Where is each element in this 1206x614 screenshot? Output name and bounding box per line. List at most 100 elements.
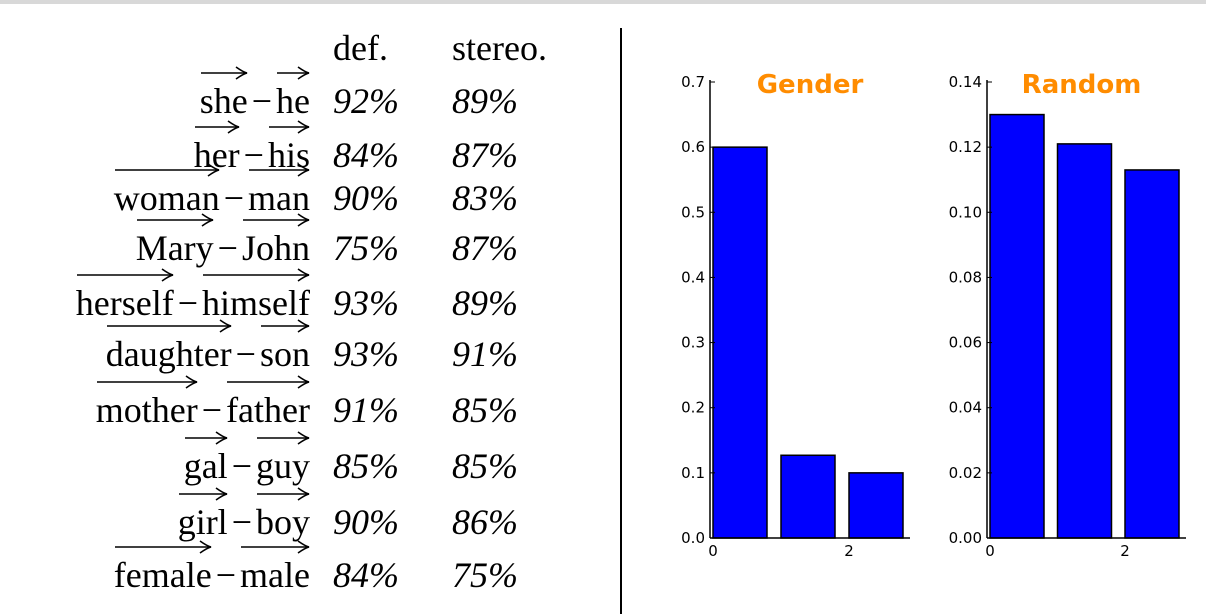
vector-word-a: girl xyxy=(177,487,228,542)
vector-word-a-text: gal xyxy=(183,446,228,486)
y-tick-label: 0.7 xyxy=(681,73,705,91)
vector-arrow-icon xyxy=(249,163,310,177)
vector-word-b: his xyxy=(267,120,310,175)
chart-title: Random xyxy=(1022,70,1142,100)
y-tick-label: 0.00 xyxy=(949,529,982,547)
vector-word-a-text: mother xyxy=(95,390,198,430)
vector-arrow-icon xyxy=(194,120,239,134)
stereo-value: 91% xyxy=(452,334,518,374)
vector-arrow-icon xyxy=(242,213,310,227)
vector-word-b: son xyxy=(259,319,310,374)
minus-sign: − xyxy=(231,502,252,542)
minus-sign: − xyxy=(243,135,264,175)
vector-word-a: daughter xyxy=(105,319,232,374)
minus-sign: − xyxy=(201,390,223,430)
def-value: 90% xyxy=(333,178,399,218)
vector-arrow-icon xyxy=(257,487,310,501)
stereo-value: 89% xyxy=(452,283,518,323)
header-stereo: stereo. xyxy=(452,28,547,68)
vector-word-b-text: boy xyxy=(256,502,310,542)
bar xyxy=(848,472,904,539)
vector-arrow-icon xyxy=(178,487,227,501)
vector-arrow-icon xyxy=(76,268,173,282)
x-tick-label: 2 xyxy=(1120,542,1130,560)
vector-word-a-text: her xyxy=(193,135,240,175)
def-value: 84% xyxy=(333,555,399,595)
table-row: Mary − John xyxy=(135,213,310,268)
vector-word-b: father xyxy=(226,375,310,430)
y-tick-label: 0.4 xyxy=(681,268,705,286)
vector-word-a-text: woman xyxy=(113,178,220,218)
vector-word-a: gal xyxy=(183,431,228,486)
minus-sign: − xyxy=(251,81,273,121)
table-row: girl − boy xyxy=(177,487,310,542)
vector-word-a: mother xyxy=(95,375,198,430)
def-value: 85% xyxy=(333,446,399,486)
x-tick-label: 0 xyxy=(708,542,718,560)
vector-arrow-icon xyxy=(96,375,197,389)
vertical-divider xyxy=(620,28,622,614)
chart-gender: 0.0 0.1 0.2 0.3 0.4 0.5 0.6 0.7 0 2 Gender xyxy=(681,70,910,560)
y-tick-label: 0.3 xyxy=(681,334,705,352)
vector-word-a-text: daughter xyxy=(105,334,232,374)
vector-arrow-icon xyxy=(257,431,310,445)
minus-sign: − xyxy=(223,178,245,218)
y-tick-label: 0.14 xyxy=(949,73,982,91)
x-tick-label: 0 xyxy=(985,542,995,560)
def-value: 84% xyxy=(333,135,399,175)
vector-word-a: female xyxy=(114,540,212,595)
stereo-value: 89% xyxy=(452,81,518,121)
vector-word-b-text: male xyxy=(240,555,310,595)
bar xyxy=(780,454,836,539)
table-row: woman − man xyxy=(113,163,310,218)
bar xyxy=(712,146,768,539)
vector-word-b: boy xyxy=(256,487,310,542)
vector-word-b-text: son xyxy=(259,334,310,374)
vector-word-a: Mary xyxy=(135,213,214,268)
y-tick-label: 0.0 xyxy=(681,529,705,547)
table-row: daughter − son xyxy=(105,319,310,374)
minus-sign: − xyxy=(215,555,237,595)
chart-title: Gender xyxy=(757,70,864,100)
table-row: herself − himself xyxy=(76,268,310,323)
vector-arrow-icon xyxy=(114,540,212,554)
vector-word-b: John xyxy=(242,213,310,268)
table-row: her − his xyxy=(193,120,310,175)
vector-word-b-text: father xyxy=(226,390,310,430)
vector-word-b: male xyxy=(240,540,310,595)
x-tick-label: 2 xyxy=(844,542,854,560)
y-tick-label: 0.10 xyxy=(949,203,982,221)
vector-word-a-text: Mary xyxy=(135,228,214,268)
vector-word-b-text: man xyxy=(248,178,310,218)
y-tick-label: 0.08 xyxy=(949,268,982,286)
vector-word-b-text: himself xyxy=(202,283,310,323)
stereo-value: 83% xyxy=(452,178,518,218)
vector-arrow-icon xyxy=(203,268,310,282)
vector-word-b: man xyxy=(248,163,310,218)
vector-arrow-icon xyxy=(106,319,231,333)
vector-word-a: she xyxy=(199,66,248,121)
vector-word-a-text: she xyxy=(199,81,248,121)
vector-arrow-icon xyxy=(241,540,310,554)
vector-arrow-icon xyxy=(260,319,310,333)
vector-word-a-text: girl xyxy=(177,502,228,542)
def-value: 93% xyxy=(333,283,399,323)
vector-arrow-icon xyxy=(184,431,227,445)
top-rule xyxy=(0,0,1206,4)
table-row: gal − guy xyxy=(183,431,310,486)
y-tick-label: 0.1 xyxy=(681,464,705,482)
vector-word-a: her xyxy=(193,120,240,175)
minus-sign: − xyxy=(177,283,199,323)
table-row: she − he xyxy=(199,66,310,121)
stereo-value: 75% xyxy=(452,555,518,595)
stereo-value: 85% xyxy=(452,446,518,486)
y-tick-label: 0.06 xyxy=(949,334,982,352)
def-value: 75% xyxy=(333,228,399,268)
vector-arrow-icon xyxy=(136,213,213,227)
minus-sign: − xyxy=(231,446,252,486)
vector-word-b: guy xyxy=(256,431,310,486)
vector-arrow-icon xyxy=(277,66,310,80)
vector-word-b-text: his xyxy=(267,135,310,175)
y-tick-label: 0.04 xyxy=(949,399,982,417)
